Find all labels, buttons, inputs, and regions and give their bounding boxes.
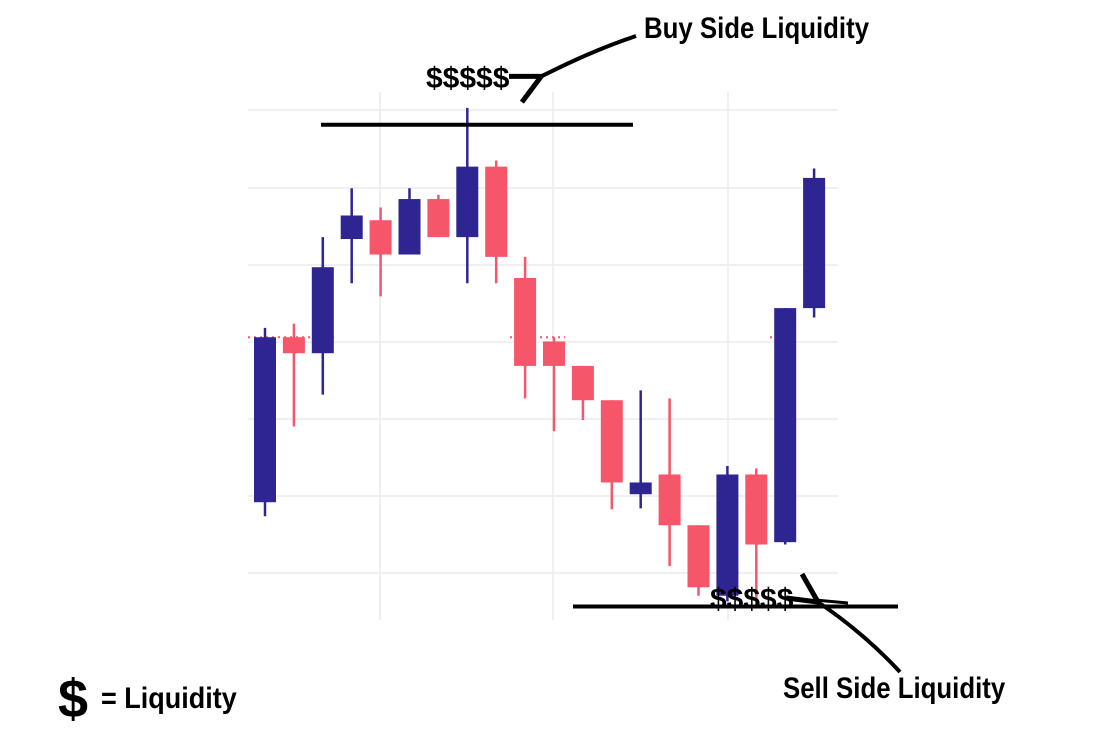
candle-body	[514, 278, 537, 366]
buy-side-dollars: $$$$$	[426, 62, 510, 95]
candle-down	[658, 398, 681, 567]
candle-body	[398, 199, 421, 255]
candle-up	[456, 107, 479, 284]
candle-body	[774, 308, 797, 543]
candle-body	[282, 337, 305, 354]
candle-body	[254, 337, 276, 503]
candle-body	[600, 400, 623, 483]
candle-down	[282, 323, 305, 427]
candle-body	[745, 474, 768, 545]
candle-up	[398, 188, 421, 255]
sell-side-arrow	[815, 600, 902, 674]
candle-up	[340, 188, 363, 284]
buy-side-liquidity-label: Buy Side Liquidity	[644, 12, 870, 45]
liquidity-levels	[321, 122, 898, 609]
candle-down	[369, 207, 392, 297]
candle-up	[774, 308, 797, 545]
candle-body	[716, 474, 739, 596]
candle-body	[369, 220, 392, 255]
candle-body	[340, 215, 363, 240]
candle-body	[543, 341, 565, 366]
candle-body	[427, 199, 450, 238]
candle-down	[514, 256, 537, 399]
candle-body	[456, 166, 479, 238]
sell-side-dollars: $$$$$	[710, 583, 794, 616]
candle-down	[543, 337, 565, 432]
candle-down	[427, 194, 450, 238]
candle-body	[803, 177, 826, 309]
candle-body	[485, 166, 508, 257]
candle-up	[629, 390, 652, 509]
candle-body	[311, 267, 334, 354]
dollar-symbol: $	[58, 669, 89, 729]
candle-body	[629, 482, 652, 495]
candle-down	[571, 365, 594, 420]
candle-down	[600, 400, 623, 510]
legend: $ = Liquidity	[58, 668, 251, 730]
candle-up	[716, 466, 739, 602]
legend-text: = Liquidity	[100, 682, 237, 715]
buy-side-arrow	[538, 34, 637, 78]
candle-up	[311, 237, 334, 395]
candle-down	[485, 160, 508, 284]
candles	[254, 107, 826, 605]
candle-body	[571, 365, 594, 401]
candle-up	[254, 327, 276, 517]
sell-side-arrow-tail	[814, 598, 849, 605]
candle-down	[687, 525, 710, 596]
candle-down	[745, 468, 768, 605]
candle-body	[658, 474, 681, 526]
candle-body	[687, 525, 710, 588]
candle-up	[803, 168, 826, 318]
sell-side-liquidity-label: Sell Side Liquidity	[783, 672, 1006, 705]
